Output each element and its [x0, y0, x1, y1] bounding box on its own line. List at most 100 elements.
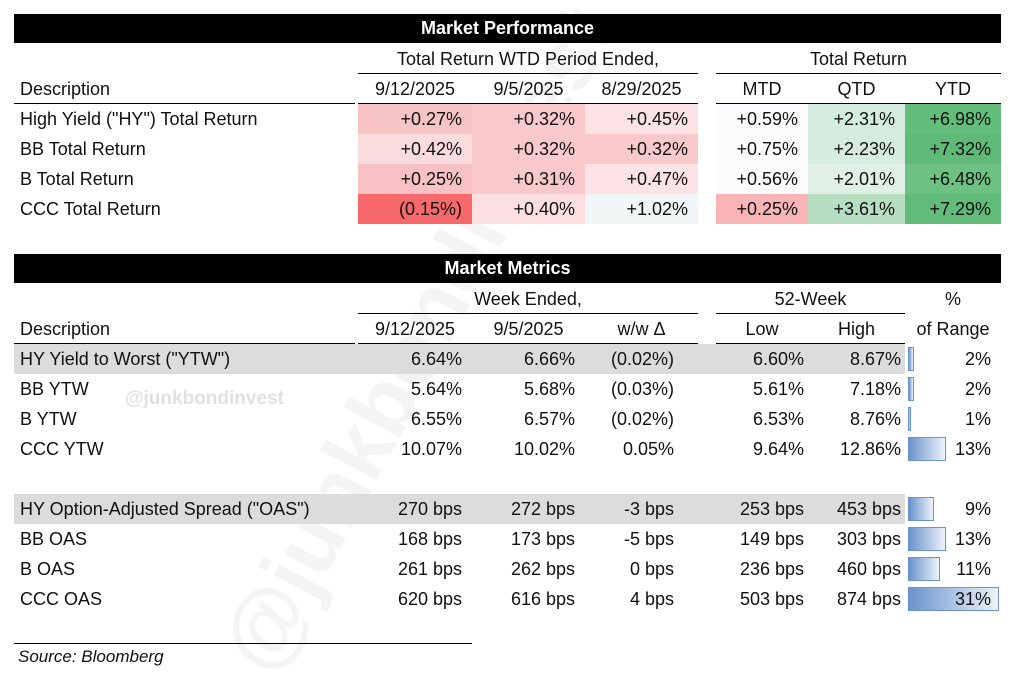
value-cell: 503 bps	[739, 589, 804, 609]
value-cell: +0.25%	[358, 164, 472, 194]
range-data-bar	[908, 497, 935, 521]
value-cell: (0.02%)	[610, 349, 674, 369]
value-cell: +0.42%	[358, 134, 472, 164]
percent-of-range-cell: 31%	[905, 584, 1001, 614]
value-cell: 453 bps	[836, 499, 901, 519]
range-data-bar	[908, 557, 941, 581]
table-row: CCC YTW 10.07% 10.02% 0.05% 9.64% 12.86% 13%	[14, 434, 1001, 464]
value-cell: +2.01%	[808, 164, 905, 194]
value-cell: 261 bps	[397, 559, 462, 579]
value-cell: -3 bps	[623, 499, 674, 519]
column-header: of Range	[916, 319, 990, 339]
performance-column-header: Description 9/12/2025 9/5/2025 8/29/2025 MTD…	[14, 74, 1001, 104]
value-cell: 168 bps	[397, 529, 462, 549]
table-row: BB Total Return +0.42% +0.32% +0.32% +0.75% +…	[14, 134, 1001, 164]
column-header: 9/12/2025	[358, 314, 472, 344]
value-cell: 6.57%	[523, 409, 575, 429]
percent-of-range-cell: 13%	[905, 524, 1001, 554]
column-header: 8/29/2025	[585, 74, 698, 104]
row-highlight	[14, 344, 905, 374]
percent-of-range-cell: 11%	[905, 554, 1001, 584]
value-cell: 620 bps	[397, 589, 462, 609]
row-label: CCC YTW	[20, 439, 104, 459]
row-highlight	[14, 494, 905, 524]
value-cell: 262 bps	[510, 559, 575, 579]
table-row: HY Option-Adjusted Spread ("OAS") 270 bps…	[14, 494, 1001, 524]
market-performance-title: Market Performance	[14, 14, 1001, 43]
percent-of-range-value: 2%	[964, 379, 991, 399]
value-cell: 6.60%	[752, 349, 804, 369]
value-cell: +3.61%	[808, 194, 905, 224]
value-cell: 253 bps	[739, 499, 804, 519]
range-data-bar	[908, 347, 914, 371]
percent-of-range-cell: 2%	[905, 374, 1001, 404]
group-header-week-ended: Week Ended,	[358, 284, 698, 314]
group-header-wtd: Total Return WTD Period Ended,	[358, 44, 698, 74]
value-cell: +2.23%	[808, 134, 905, 164]
table-row: B OAS 261 bps 262 bps 0 bps 236 bps 460 bps 11…	[14, 554, 1001, 584]
row-label: BB YTW	[20, 379, 89, 399]
metrics-group-header: Week Ended, 52-Week%	[14, 284, 1001, 314]
column-header: 9/12/2025	[358, 74, 472, 104]
watermark-small: @junkbondinvest	[125, 388, 284, 409]
percent-of-range-value: 13%	[954, 529, 991, 549]
row-label: HY Option-Adjusted Spread ("OAS")	[20, 499, 310, 519]
value-cell: 460 bps	[836, 559, 901, 579]
column-header: Description	[14, 74, 355, 104]
row-label: CCC Total Return	[20, 199, 161, 219]
value-cell: 173 bps	[510, 529, 575, 549]
value-cell: +7.29%	[905, 194, 1001, 224]
value-cell: +0.32%	[472, 134, 585, 164]
row-label: BB Total Return	[20, 139, 146, 159]
value-cell: +0.32%	[472, 104, 585, 134]
value-cell: +0.56%	[716, 164, 808, 194]
column-header: QTD	[808, 74, 905, 104]
table-row: BB OAS 168 bps 173 bps -5 bps 149 bps 303 bps…	[14, 524, 1001, 554]
column-header: w/w Δ	[585, 314, 698, 344]
value-cell: +0.31%	[472, 164, 585, 194]
percent-of-range-value: 31%	[954, 589, 991, 609]
value-cell: 9.64%	[752, 439, 804, 459]
source-note: Source: Bloomberg	[18, 647, 164, 666]
table-row: HY Yield to Worst ("YTW") 6.64% 6.66% (0.02…	[14, 344, 1001, 374]
value-cell: 270 bps	[397, 499, 462, 519]
percent-of-range-value: 11%	[956, 559, 991, 579]
row-label: CCC OAS	[20, 589, 103, 609]
value-cell: +0.59%	[716, 104, 808, 134]
value-cell: 616 bps	[510, 589, 575, 609]
value-cell: 149 bps	[739, 529, 804, 549]
value-cell: +0.32%	[585, 134, 698, 164]
value-cell: 6.53%	[752, 409, 804, 429]
value-cell: +0.40%	[472, 194, 585, 224]
group-header-total-return: Total Return	[716, 44, 1001, 74]
table-row: CCC Total Return (0.15%) +0.40% +1.02% +0.25…	[14, 194, 1001, 224]
value-cell: 6.55%	[410, 409, 462, 429]
value-cell: +0.47%	[585, 164, 698, 194]
group-header-percent: %	[944, 289, 961, 309]
range-data-bar	[908, 437, 947, 461]
value-cell: 8.67%	[849, 349, 901, 369]
source-divider	[14, 643, 472, 644]
performance-group-header: Total Return WTD Period Ended, Total Retu…	[14, 44, 1001, 74]
column-header: 9/5/2025	[472, 74, 585, 104]
range-data-bar	[908, 527, 947, 551]
column-header: High	[808, 314, 905, 344]
percent-of-range-value: 1%	[964, 409, 991, 429]
value-cell: +1.02%	[585, 194, 698, 224]
table-row: CCC OAS 620 bps 616 bps 4 bps 503 bps 874 bps…	[14, 584, 1001, 614]
group-header-52-week: 52-Week	[716, 284, 905, 314]
value-cell: (0.03%)	[610, 379, 674, 399]
value-cell: 12.86%	[839, 439, 901, 459]
range-data-bar	[908, 377, 914, 401]
row-label: HY Yield to Worst ("YTW")	[20, 349, 231, 369]
value-cell: +2.31%	[808, 104, 905, 134]
row-label: BB OAS	[20, 529, 88, 549]
value-cell: 6.64%	[410, 349, 462, 369]
column-header: 9/5/2025	[472, 314, 585, 344]
percent-of-range-value: 2%	[964, 349, 991, 369]
percent-of-range-cell: 2%	[905, 344, 1001, 374]
value-cell: (0.15%)	[358, 194, 472, 224]
value-cell: 8.76%	[849, 409, 901, 429]
row-label: B OAS	[20, 559, 76, 579]
table-row: High Yield ("HY") Total Return +0.27% +0.3…	[14, 104, 1001, 134]
